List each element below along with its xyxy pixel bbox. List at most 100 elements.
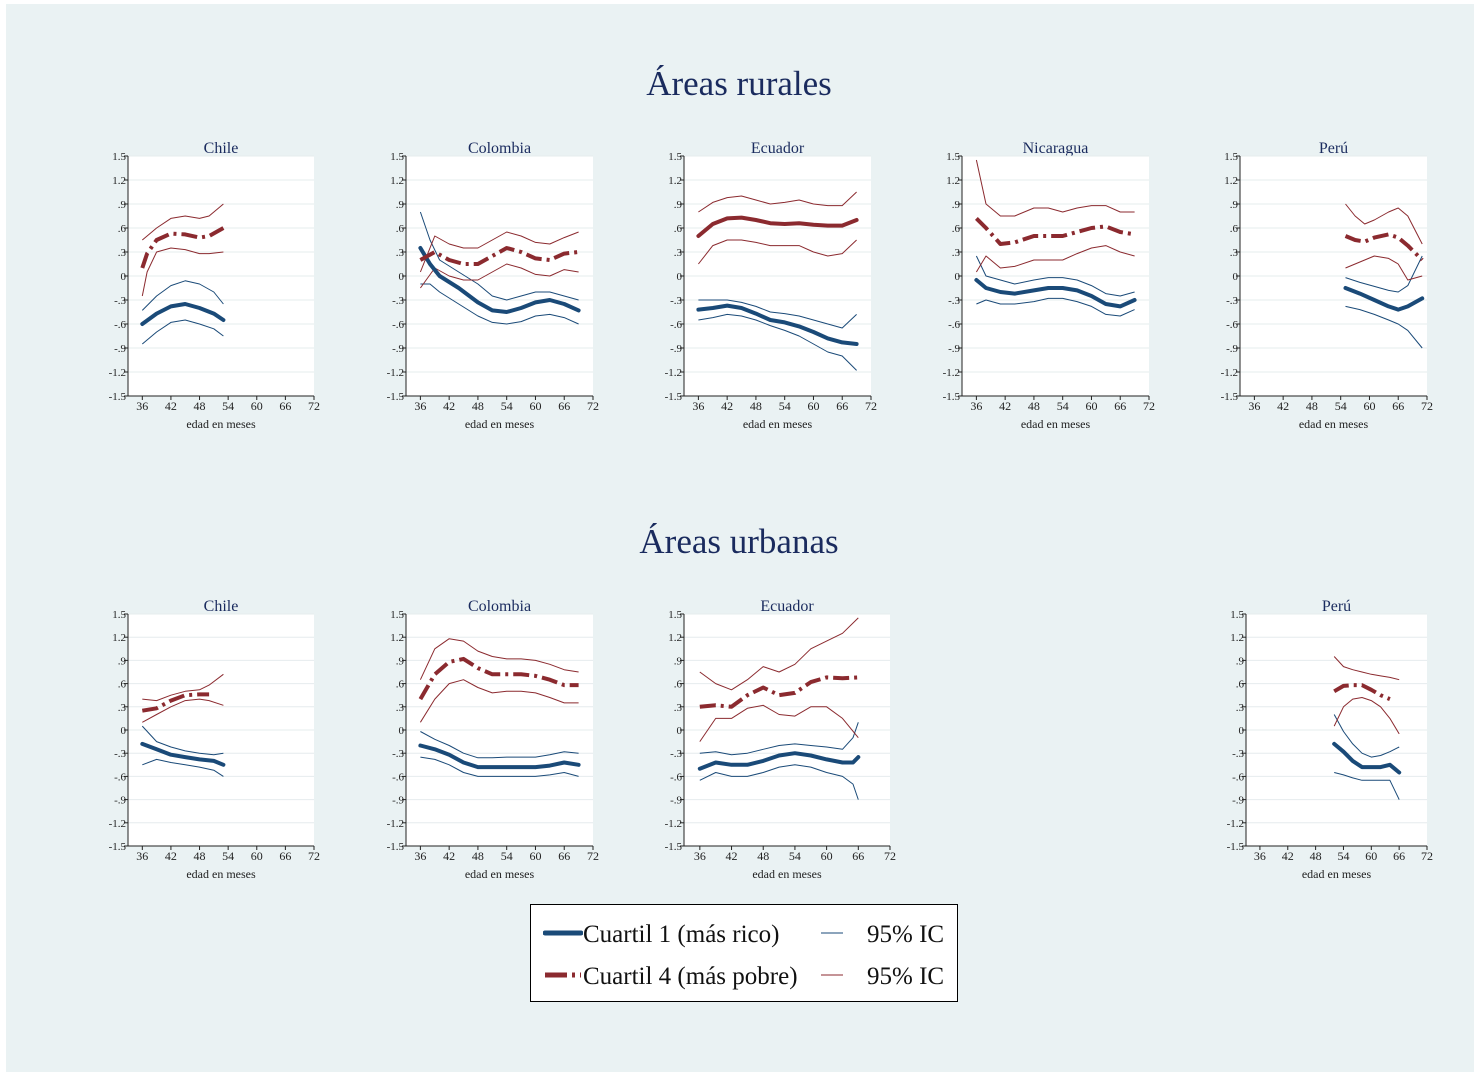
y-tick-label: .3 [674,247,683,259]
panel-title: Ecuador [751,140,805,157]
y-tick-label: .9 [396,655,405,667]
ci-line-q4 [699,704,859,742]
y-tick-label: 1.5 [668,151,682,163]
x-tick-label: 72 [884,849,896,863]
legend-label-q1: Cuartil 1 (más rico) [583,921,780,948]
ci-line-q4 [142,698,224,723]
y-tick-label: -.6 [670,771,682,783]
y-tick-label: -1.5 [665,391,683,403]
x-tick-label: 66 [1392,399,1404,413]
ci-line-q1 [141,280,224,311]
panel-title: Ecuador [760,598,814,615]
y-tick-label: -.6 [114,319,126,331]
x-tick-label: 72 [1143,399,1155,413]
panel-areas-rurales-peru: Perú 1.5 1.2 .9 .6 .3 0 -.3 -.6 -.9 -1.2 -1.5 36 42 48… [1221,140,1433,431]
x-tick-label: 36 [414,399,426,413]
y-tick-label: .3 [396,247,405,259]
panel-areas-urbanas-peru: Perú 1.5 1.2 .9 .6 .3 0 -.3 -.6 -.9 -1.2 -1.5 36 42 48… [1227,598,1433,881]
y-tick-label: 1.2 [390,175,404,187]
y-tick-label: .9 [1236,655,1245,667]
series-line-q4 [1344,232,1424,262]
ci-line-q1 [420,283,579,325]
x-tick-label: 54 [501,849,513,863]
y-tick-label: .6 [674,679,683,691]
x-tick-label: 66 [558,399,570,413]
x-tick-label: 42 [999,399,1011,413]
series-line-q4 [696,215,859,238]
x-tick-label: 54 [222,849,234,863]
y-tick-label: -1.2 [387,367,404,379]
x-axis-label: edad en meses [465,867,535,881]
x-tick-label: 48 [194,399,206,413]
legend: Cuartil 1 (más rico) 95% IC Cuartil 4 (m… [530,904,958,1002]
panel-areas-urbanas-chile: Chile 1.5 1.2 .9 .6 .3 0 -.3 -.6 -.9 -1.2 -1.5 36 42 4… [109,598,320,881]
series-line-q1 [418,743,581,770]
legend-swatch-q1-ci [821,932,843,934]
ci-line-q4 [141,247,224,297]
y-tick-label: 1.5 [1224,151,1238,163]
ci-line-q4 [975,245,1135,273]
legend-label-q1-ci: 95% IC [867,921,945,948]
ci-line-q4 [419,263,579,289]
x-tick-label: 48 [1028,399,1040,413]
y-tick-label: -.3 [1232,748,1244,760]
panel-areas-rurales-ecuador: Ecuador 1.5 1.2 .9 .6 .3 0 -.3 -.6 -.9 -1.2 -1.5 36 4… [665,140,877,431]
y-tick-label: 1.2 [112,175,126,187]
y-tick-label: .9 [1230,199,1239,211]
y-tick-label: .9 [118,199,127,211]
legend-swatch-q1 [543,930,583,936]
y-tick-label: -1.5 [109,391,127,403]
y-tick-label: .3 [118,702,127,714]
ci-line-q1 [976,297,1135,317]
legend-swatch-q4-ci [821,974,843,976]
y-tick-label: .9 [396,199,405,211]
x-axis-label: edad en meses [186,417,256,431]
y-tick-label: .9 [674,655,683,667]
y-tick-label: 1.2 [1230,632,1244,644]
y-tick-label: .6 [674,223,683,235]
y-tick-label: -1.5 [943,391,961,403]
ci-line-q1 [975,255,1135,297]
x-tick-label: 72 [587,849,599,863]
panel-title: Colombia [468,598,531,615]
ci-line-q1 [141,725,224,756]
x-tick-label: 36 [136,399,148,413]
y-tick-label: -.3 [114,295,126,307]
ci-line-q4 [699,617,859,691]
ci-line-q1 [420,731,579,759]
panel-areas-urbanas-ecuador: Ecuador 1.5 1.2 .9 .6 .3 0 -.3 -.6 -.9 -1.2 -1.5 36 4… [665,598,896,881]
x-tick-label: 60 [807,399,819,413]
x-tick-label: 60 [529,849,541,863]
ci-line-q4 [141,203,224,241]
ci-line-q4 [698,191,857,213]
y-tick-label: 1.5 [390,151,404,163]
panel-areas-rurales-chile: Chile 1.5 1.2 .9 .6 .3 0 -.3 -.6 -.9 -1.2 -1.5 36 42 4… [109,140,320,431]
x-tick-label: 66 [1114,399,1126,413]
series-line-q1 [697,751,861,771]
x-tick-label: 36 [1254,849,1266,863]
y-tick-label: -.3 [392,748,404,760]
x-tick-label: 66 [852,849,864,863]
x-tick-label: 54 [1335,399,1347,413]
ci-line-q1 [1345,255,1423,293]
y-tick-label: .6 [396,679,405,691]
y-tick-label: .6 [1230,223,1239,235]
y-tick-label: -.9 [114,795,126,807]
series-line-q4 [974,216,1135,246]
y-tick-label: 0 [121,725,127,737]
y-tick-label: -.9 [392,795,404,807]
y-tick-label: -1.5 [1227,841,1245,853]
x-tick-label: 48 [194,849,206,863]
y-tick-label: 1.2 [668,632,682,644]
panel-title: Colombia [468,140,531,157]
y-tick-label: 1.2 [946,175,960,187]
y-tick-label: .6 [118,223,127,235]
y-tick-label: -.9 [670,795,682,807]
ci-line-q4 [1333,697,1400,735]
legend-label-q4-ci: 95% IC [867,963,945,990]
ci-line-q1 [698,299,857,329]
y-tick-label: .9 [952,199,961,211]
legend-swatch-q4 [545,972,581,978]
y-tick-label: 0 [677,725,683,737]
